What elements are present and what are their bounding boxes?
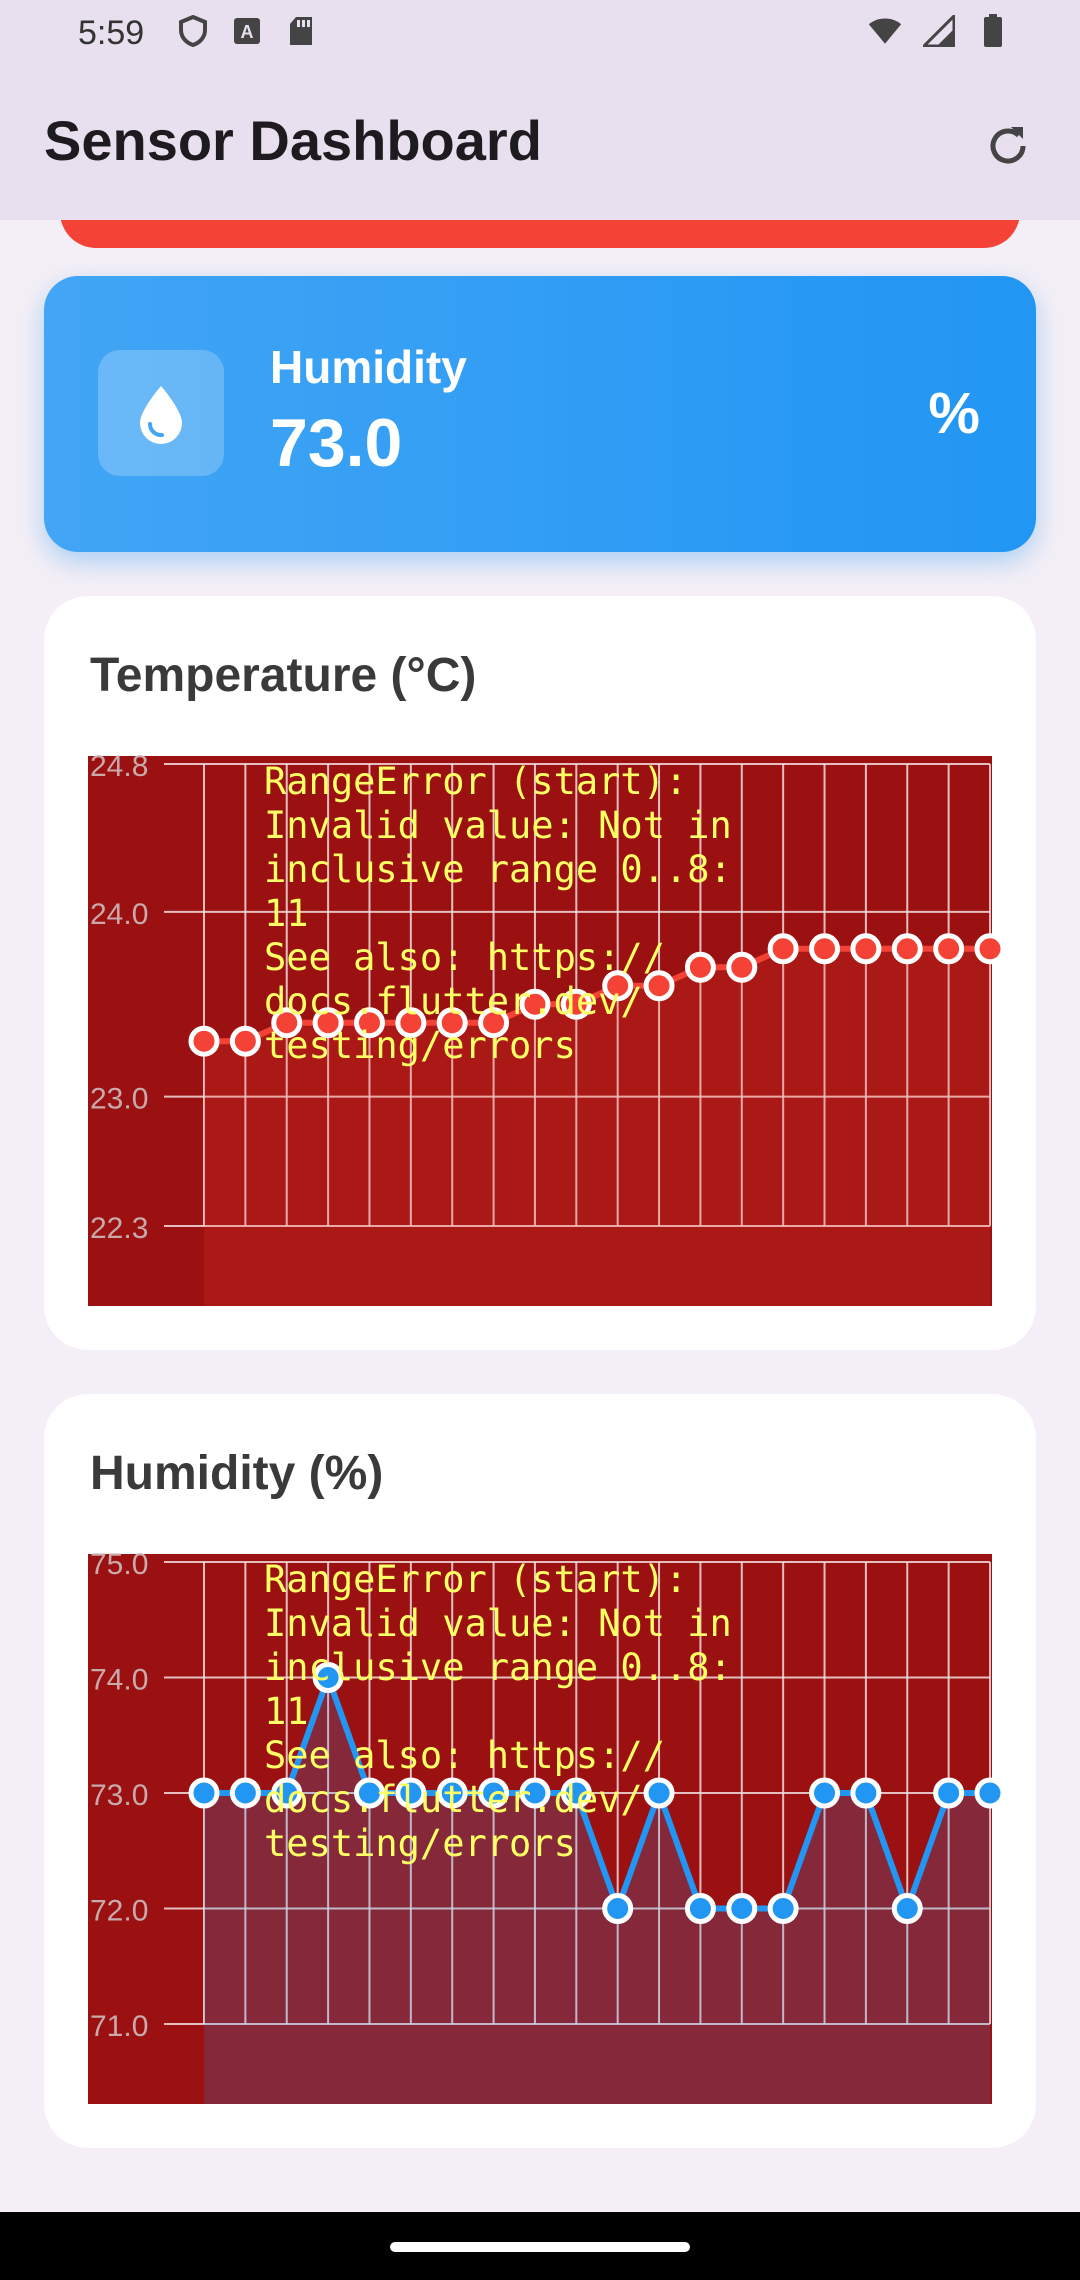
y-tick-label: 22.3	[90, 1212, 148, 1245]
data-point	[850, 933, 882, 965]
y-tick-label: 73.0	[90, 1779, 148, 1812]
data-point	[478, 1007, 510, 1039]
data-point	[933, 933, 965, 965]
data-point	[767, 1893, 799, 1924]
y-tick-label: 72.0	[90, 1895, 148, 1928]
y-tick-label: 24.0	[90, 898, 148, 931]
data-point	[519, 988, 551, 1020]
data-point	[519, 1777, 551, 1809]
wifi-icon	[868, 14, 902, 48]
water-drop-icon	[140, 386, 182, 444]
cell-signal-icon	[922, 14, 956, 48]
error-message-line: 11	[264, 892, 309, 935]
sd-card-icon	[284, 14, 318, 48]
error-message-line: 11	[264, 1690, 309, 1733]
page-title: Sensor Dashboard	[44, 109, 542, 172]
series-area	[204, 1677, 990, 2104]
data-point	[353, 1777, 385, 1809]
data-point	[478, 1777, 510, 1809]
error-message-line: See also: https://	[264, 936, 665, 979]
data-point	[726, 1893, 758, 1924]
sensor-label: Humidity	[270, 341, 467, 393]
data-point	[353, 1007, 385, 1039]
data-point	[560, 988, 592, 1020]
data-point	[974, 1777, 1006, 1809]
error-message-line: Invalid value: Not in	[264, 1602, 732, 1645]
error-message-line: inclusive range 0..8:	[264, 1646, 732, 1689]
y-tick-label: 23.0	[90, 1083, 148, 1116]
status-left-icons: A	[176, 14, 318, 48]
error-overlay-panel	[88, 1554, 992, 2104]
refresh-button[interactable]	[972, 110, 1044, 182]
series-area	[204, 948, 990, 1306]
data-point	[188, 1025, 220, 1057]
data-point	[767, 933, 799, 965]
data-point	[974, 933, 1006, 965]
status-right-icons	[868, 14, 1010, 48]
y-tick-label: 24.8	[90, 750, 148, 783]
temperature-chart: 24.8 24.0 23.0 22.3 RangeError (start):Inval…	[88, 750, 1006, 1306]
data-point	[684, 951, 716, 983]
sensor-value: 73.0	[270, 405, 403, 481]
data-point	[395, 1777, 427, 1809]
humidity-icon-box	[98, 350, 224, 476]
error-message-line: RangeError (start):	[264, 760, 687, 803]
chart-title: Temperature (°C)	[90, 649, 477, 702]
data-point	[684, 1893, 716, 1924]
y-tick-label: 75.0	[90, 1548, 148, 1581]
data-point	[933, 1777, 965, 1809]
data-point	[643, 970, 675, 1002]
y-tick-label: 71.0	[90, 2010, 148, 2043]
data-point	[850, 1777, 882, 1809]
data-point	[436, 1777, 468, 1809]
error-message-line: docs.flutter.dev/	[264, 980, 643, 1023]
app-bar: Sensor Dashboard	[0, 66, 1080, 220]
chart-title: Humidity (%)	[90, 1447, 384, 1500]
home-gesture-handle[interactable]	[390, 2242, 690, 2252]
shield-icon	[176, 14, 210, 48]
error-message-line: testing/errors	[264, 1822, 576, 1865]
status-time: 5:59	[78, 14, 145, 52]
sensor-unit: %	[928, 381, 980, 446]
error-message-line: inclusive range 0..8:	[264, 848, 732, 891]
data-point	[809, 933, 841, 965]
data-point	[312, 1662, 344, 1693]
error-message-line: testing/errors	[264, 1024, 576, 1067]
dashboard-content[interactable]: Humidity 73.0 % Temperature (°C) 24.8 24.…	[0, 220, 1080, 2210]
sensor-card-partial	[60, 220, 1020, 248]
data-point	[643, 1777, 675, 1809]
status-bar: 5:59 A	[0, 0, 1080, 66]
svg-text:A: A	[241, 22, 254, 42]
data-point	[602, 1893, 634, 1924]
error-message-line: docs.flutter.dev/	[264, 1778, 643, 1821]
data-point	[312, 1007, 344, 1039]
data-point	[809, 1777, 841, 1809]
data-point	[436, 1007, 468, 1039]
data-point	[271, 1777, 303, 1809]
error-message-line: Invalid value: Not in	[264, 804, 732, 847]
keyboard-a-icon: A	[230, 14, 264, 48]
navigation-bar	[0, 2212, 1080, 2280]
humidity-chart: 75.0 74.0 73.0 72.0 71.0 RangeError (start):I…	[88, 1548, 1006, 2104]
data-point	[271, 1007, 303, 1039]
humidity-sensor-card: Humidity 73.0 %	[44, 276, 1036, 552]
humidity-chart-card: Humidity (%) 75.0 74.0 73.0 72.0 71.0 RangeEr…	[44, 1394, 1036, 2148]
data-point	[560, 1777, 592, 1809]
data-point	[602, 970, 634, 1002]
y-tick-label: 74.0	[90, 1664, 148, 1697]
data-point	[229, 1025, 261, 1057]
data-point	[395, 1007, 427, 1039]
error-message-line: RangeError (start):	[264, 1558, 687, 1601]
data-point	[891, 1893, 923, 1924]
refresh-icon	[990, 127, 1026, 164]
data-point	[229, 1777, 261, 1809]
battery-icon	[976, 14, 1010, 48]
data-point	[726, 951, 758, 983]
data-point	[188, 1777, 220, 1809]
error-message-line: See also: https://	[264, 1734, 665, 1777]
data-point	[891, 933, 923, 965]
temperature-chart-card: Temperature (°C) 24.8 24.0 23.0 22.3 RangeEr…	[44, 596, 1036, 1350]
